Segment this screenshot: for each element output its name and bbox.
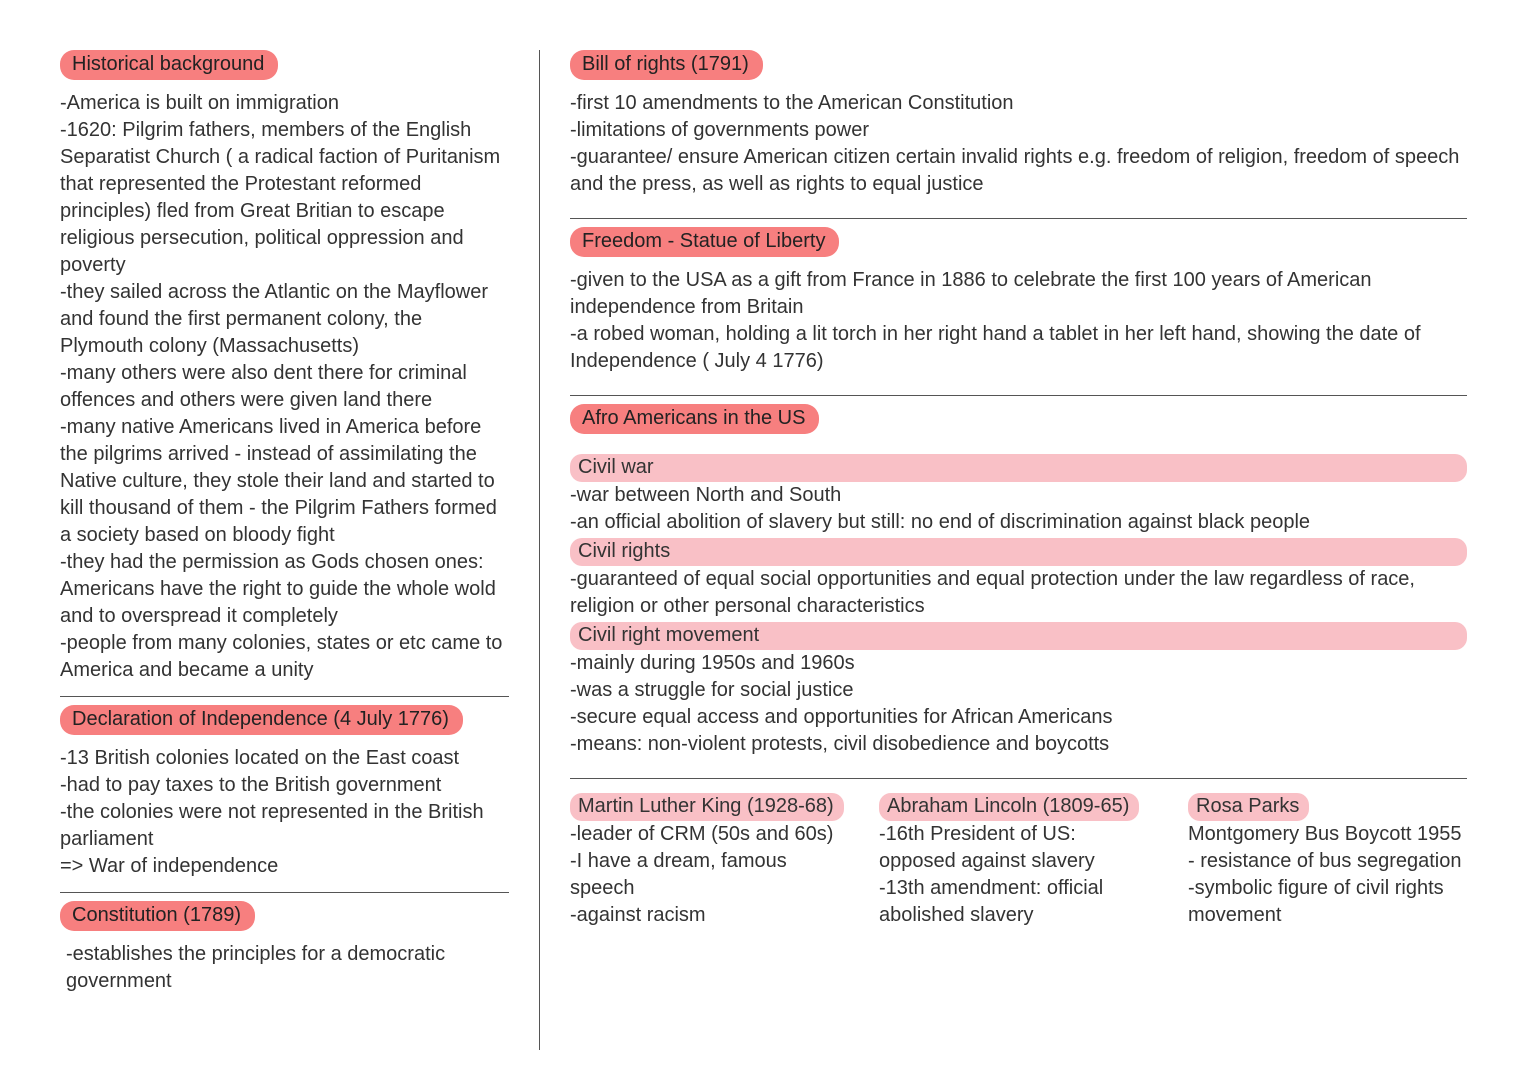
subheading-civilwar: Civil war	[570, 454, 1467, 482]
body-constitution: -establishes the principles for a democr…	[60, 941, 509, 995]
body-declaration: -13 British colonies located on the East…	[60, 745, 509, 880]
section-afro: Afro Americans in the US Civil war -war …	[570, 404, 1467, 758]
divider	[570, 778, 1467, 779]
right-column: Bill of rights (1791) -first 10 amendmen…	[540, 50, 1467, 1050]
body-freedom: -given to the USA as a gift from France …	[570, 267, 1467, 375]
body-bill: -first 10 amendments to the American Con…	[570, 90, 1467, 198]
subheading-crm: Civil right movement	[570, 622, 1467, 650]
body-rosa: Montgomery Bus Boycott 1955 - resistance…	[1188, 821, 1467, 929]
section-historical: Historical background -America is built …	[60, 50, 509, 684]
divider	[570, 395, 1467, 396]
body-historical: -America is built on immigration -1620: …	[60, 90, 509, 684]
person-rosa: Rosa Parks Montgomery Bus Boycott 1955 -…	[1188, 791, 1467, 929]
divider	[570, 218, 1467, 219]
heading-afro: Afro Americans in the US	[570, 404, 819, 434]
body-civilwar: -war between North and South -an officia…	[570, 482, 1467, 536]
page: Historical background -America is built …	[0, 0, 1527, 1080]
subheading-civilrights: Civil rights	[570, 538, 1467, 566]
heading-constitution: Constitution (1789)	[60, 901, 255, 931]
section-freedom: Freedom - Statue of Liberty -given to th…	[570, 227, 1467, 375]
heading-historical: Historical background	[60, 50, 278, 80]
section-constitution: Constitution (1789) -establishes the pri…	[60, 901, 509, 995]
body-crm: -mainly during 1950s and 1960s -was a st…	[570, 650, 1467, 758]
heading-rosa: Rosa Parks	[1188, 793, 1309, 821]
divider	[60, 892, 509, 893]
section-bill: Bill of rights (1791) -first 10 amendmen…	[570, 50, 1467, 198]
body-civilrights: -guaranteed of equal social opportunitie…	[570, 566, 1467, 620]
divider	[60, 696, 509, 697]
person-mlk: Martin Luther King (1928-68) -leader of …	[570, 791, 849, 929]
heading-declaration: Declaration of Independence (4 July 1776…	[60, 705, 463, 735]
left-column: Historical background -America is built …	[60, 50, 540, 1050]
people-row: Martin Luther King (1928-68) -leader of …	[570, 791, 1467, 929]
body-mlk: -leader of CRM (50s and 60s) -I have a d…	[570, 821, 849, 929]
heading-freedom: Freedom - Statue of Liberty	[570, 227, 839, 257]
body-lincoln: -16th President of US: opposed against s…	[879, 821, 1158, 929]
heading-mlk: Martin Luther King (1928-68)	[570, 793, 844, 821]
person-lincoln: Abraham Lincoln (1809-65) -16th Presiden…	[879, 791, 1158, 929]
heading-bill: Bill of rights (1791)	[570, 50, 763, 80]
section-declaration: Declaration of Independence (4 July 1776…	[60, 705, 509, 880]
heading-lincoln: Abraham Lincoln (1809-65)	[879, 793, 1139, 821]
